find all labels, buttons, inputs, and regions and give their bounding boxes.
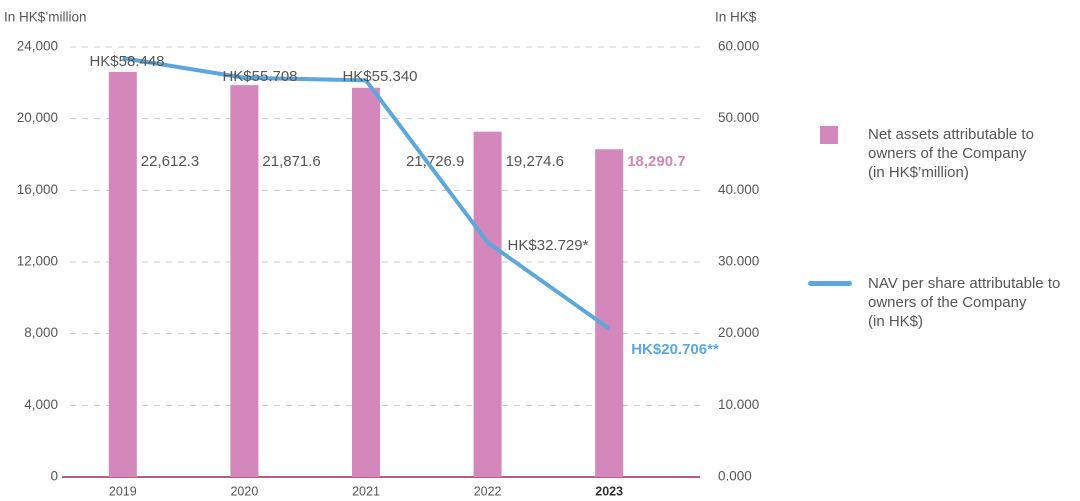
x-tick-label: 2022 [474,484,502,498]
y-axis-label: In HK$’million [4,10,87,25]
bar [473,131,502,477]
y-tick-label: 16,000 [17,182,58,197]
y-tick-label: 8,000 [24,325,58,340]
x-tick-label: 2021 [352,484,380,498]
y2-tick-label: 50.000 [718,110,759,125]
legend-swatch-line [808,281,852,286]
legend-entry: Net assets attributable to owners of the… [868,126,1034,181]
x-tick-label: 2019 [109,484,137,498]
legend-entry: NAV per share attributable to owners of … [868,275,1061,330]
line-value-label: HK$20.706** [631,341,719,358]
line-value-label: HK$58.448 [89,53,164,70]
y-tick-label: 0 [50,469,58,484]
bar-value-label: 21,871.6 [262,153,320,170]
bar [595,149,624,477]
line-value-label: HK$55.340 [342,68,417,85]
y-tick-label: 12,000 [17,254,58,269]
line [122,56,611,331]
y-tick-label: 4,000 [24,397,58,412]
bar-value-label: 21,726.9 [406,153,464,170]
y2-tick-label: 20.000 [718,325,759,340]
x-tick-label: 2020 [230,484,258,498]
line-value-label: HK$32.729* [508,237,589,254]
y2-tick-label: 60.000 [718,39,759,54]
y2-tick-label: 0.000 [718,469,752,484]
y2-tick-label: 30.000 [718,254,759,269]
y-tick-label: 24,000 [17,39,58,54]
x-tick-label: 2023 [595,484,623,498]
y2-axis-label: In HK$ [715,10,757,25]
legend-swatch-bar [820,126,838,144]
bar [108,71,137,477]
bar-value-label: 18,290.7 [627,153,685,170]
line-value-label: HK$55.708 [222,68,297,85]
bar [230,85,259,477]
y2-tick-label: 40.000 [718,182,759,197]
bar [352,87,380,477]
bar-value-label: 22,612.3 [141,153,199,170]
y-tick-label: 20,000 [17,110,58,125]
y2-tick-label: 10.000 [718,397,759,412]
bar-value-label: 19,274.6 [506,153,564,170]
